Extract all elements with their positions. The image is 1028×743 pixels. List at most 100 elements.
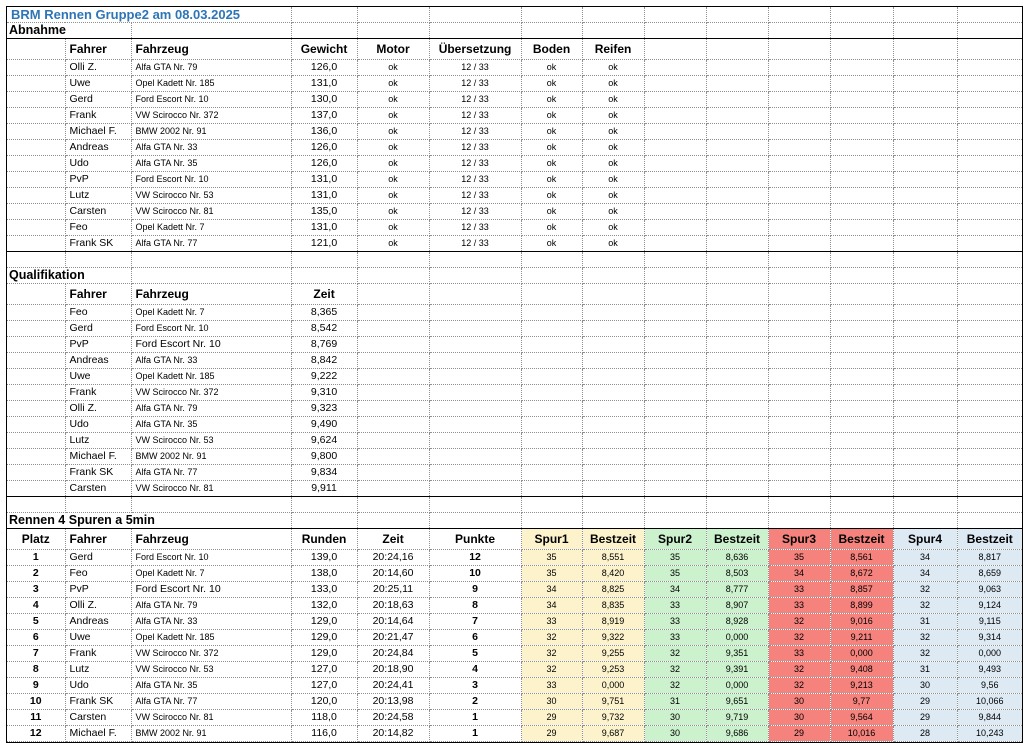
empty-cell xyxy=(706,480,769,497)
punkte-cell: 10 xyxy=(429,565,522,582)
empty-cell xyxy=(957,267,1023,284)
uebersetzung-cell: 12 / 33 xyxy=(429,187,522,204)
empty-cell xyxy=(7,59,66,76)
empty-cell xyxy=(357,432,430,449)
col-header-fahrer: Fahrer xyxy=(65,528,132,550)
motor-cell: ok xyxy=(357,203,430,220)
platz-cell: 9 xyxy=(7,677,66,694)
empty-cell xyxy=(521,400,583,417)
qualifikation-data-row: Michael F. BMW 2002 Nr. 91 9,800 xyxy=(7,448,1023,465)
empty-cell xyxy=(7,203,66,220)
empty-cell xyxy=(893,235,958,252)
gewicht-cell: 131,0 xyxy=(291,171,358,188)
empty-cell xyxy=(706,187,769,204)
qualifikation-data-row: Lutz VW Scirocco Nr. 53 9,624 xyxy=(7,432,1023,449)
empty-cell xyxy=(357,251,430,268)
bestzeit1-cell: 9,732 xyxy=(582,709,645,726)
abnahme-data-row: Feo Opel Kadett Nr. 7 131,0 ok 12 / 33 ok ok xyxy=(7,219,1023,236)
empty-cell xyxy=(830,352,894,369)
fahrzeug-cell: Ford Escort Nr. 10 xyxy=(131,171,292,188)
boden-cell: ok xyxy=(521,187,583,204)
col-header-gewicht: Gewicht xyxy=(291,38,358,60)
empty-cell xyxy=(893,38,958,60)
empty-cell xyxy=(706,235,769,252)
motor-cell: ok xyxy=(357,187,430,204)
empty-cell xyxy=(768,75,831,92)
empty-cell xyxy=(768,304,831,321)
zeit-cell: 9,800 xyxy=(291,448,358,465)
punkte-cell: 3 xyxy=(429,677,522,694)
empty-cell xyxy=(768,155,831,172)
uebersetzung-cell: 12 / 33 xyxy=(429,107,522,124)
fahrzeug-cell: Alfa GTA Nr. 77 xyxy=(131,464,292,481)
empty-cell xyxy=(7,251,66,268)
zeit-cell: 8,365 xyxy=(291,304,358,321)
rennen-data-row: 7 Frank VW Scirocco Nr. 372 129,0 20:24,84 5 3… xyxy=(7,645,1023,662)
empty-cell xyxy=(582,416,645,433)
zeit-cell: 9,834 xyxy=(291,464,358,481)
empty-cell xyxy=(429,7,522,23)
platz-cell: 4 xyxy=(7,597,66,614)
qualifikation-data-row: Carsten VW Scirocco Nr. 81 9,911 xyxy=(7,480,1023,497)
empty-cell xyxy=(521,448,583,465)
fahrer-cell: Olli Z. xyxy=(65,400,132,417)
qualifikation-data-row: Udo Alfa GTA Nr. 35 9,490 xyxy=(7,416,1023,433)
fahrer-cell: Frank xyxy=(65,384,132,401)
rennen-data-row: 5 Andreas Alfa GTA Nr. 33 129,0 20:14,64 7 33 8… xyxy=(7,613,1023,630)
bestzeit1-cell: 8,835 xyxy=(582,597,645,614)
punkte-cell: 1 xyxy=(429,725,522,742)
empty-cell xyxy=(957,384,1023,401)
empty-cell xyxy=(830,267,894,284)
empty-cell xyxy=(957,512,1023,529)
empty-cell xyxy=(291,22,358,39)
fahrer-cell: Lutz xyxy=(65,661,132,678)
gewicht-cell: 130,0 xyxy=(291,91,358,108)
fahrer-cell: Lutz xyxy=(65,187,132,204)
empty-cell xyxy=(706,7,769,23)
qualifikation-data-row: Gerd Ford Escort Nr. 10 8,542 xyxy=(7,320,1023,337)
spur2-cell: 34 xyxy=(644,581,707,598)
bestzeit4-cell: 9,124 xyxy=(957,597,1023,614)
empty-cell xyxy=(830,235,894,252)
fahrer-cell: Feo xyxy=(65,565,132,582)
empty-cell xyxy=(893,139,958,156)
bestzeit3-cell: 9,408 xyxy=(830,661,894,678)
empty-cell xyxy=(893,496,958,513)
empty-cell xyxy=(582,22,645,39)
empty-cell xyxy=(768,235,831,252)
empty-cell xyxy=(7,235,66,252)
bestzeit4-cell: 9,115 xyxy=(957,613,1023,630)
empty-cell xyxy=(521,432,583,449)
empty-cell xyxy=(830,59,894,76)
uebersetzung-cell: 12 / 33 xyxy=(429,155,522,172)
bestzeit1-cell: 9,255 xyxy=(582,645,645,662)
zeit-cell: 20:14,64 xyxy=(357,613,430,630)
fahrer-cell: Lutz xyxy=(65,432,132,449)
runden-cell: 118,0 xyxy=(291,709,358,726)
spur4-cell: 32 xyxy=(893,597,958,614)
empty-cell xyxy=(893,448,958,465)
empty-cell xyxy=(893,304,958,321)
motor-cell: ok xyxy=(357,91,430,108)
empty-cell xyxy=(429,283,522,305)
empty-cell xyxy=(7,155,66,172)
spur3-cell: 33 xyxy=(768,597,831,614)
reifen-cell: ok xyxy=(582,219,645,236)
empty-cell xyxy=(957,123,1023,140)
empty-cell xyxy=(7,336,66,353)
empty-cell xyxy=(429,368,522,385)
empty-cell xyxy=(830,91,894,108)
reifen-cell: ok xyxy=(582,235,645,252)
spur2-cell: 35 xyxy=(644,565,707,582)
spur4-cell: 34 xyxy=(893,565,958,582)
empty-cell xyxy=(893,107,958,124)
empty-cell xyxy=(7,320,66,337)
motor-cell: ok xyxy=(357,219,430,236)
empty-cell xyxy=(768,38,831,60)
empty-cell xyxy=(893,368,958,385)
empty-cell xyxy=(957,352,1023,369)
empty-cell xyxy=(644,171,707,188)
empty-cell xyxy=(830,139,894,156)
empty-cell xyxy=(768,171,831,188)
empty-cell xyxy=(957,219,1023,236)
